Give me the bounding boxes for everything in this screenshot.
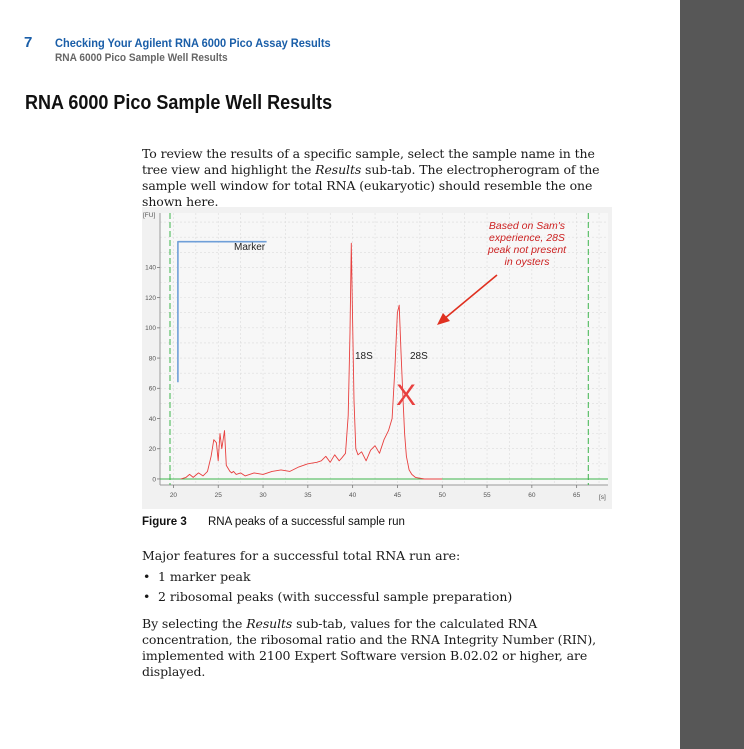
intro-text-1: To review the results of a specific samp… — [142, 146, 595, 177]
annotation-note-line-2: experience, 28S — [489, 232, 565, 244]
y-tick-label: 140 — [145, 265, 156, 272]
closing-results-word: Results — [246, 616, 293, 631]
bullet-dot: • — [143, 589, 151, 604]
x-tick-label: 55 — [483, 492, 491, 499]
page-title: RNA 6000 Pico Sample Well Results — [25, 92, 333, 114]
features-heading: Major features for a successful total RN… — [142, 548, 461, 563]
list-item: • 1 marker peak — [142, 569, 512, 589]
y-tick-label: 40 — [149, 416, 157, 423]
y-tick-label: 60 — [149, 386, 157, 393]
closing-text-1: By selecting the — [142, 616, 247, 631]
electropherogram-chart: 0 20 40 60 80 100 120 140 20 25 30 35 40 45 50 55 60 65 [… — [142, 207, 612, 509]
x-tick-label: 40 — [349, 492, 357, 499]
intro-results-word: Results — [315, 162, 362, 177]
figure-caption-text: RNA peaks of a successful sample run — [208, 516, 405, 528]
x-tick-label: 35 — [304, 492, 312, 499]
annotation-note-line-3: peak not present — [487, 244, 567, 256]
cross-mark: X — [396, 379, 416, 412]
features-list: • 1 marker peak • 2 ribosomal peaks (with … — [142, 569, 512, 609]
x-tick-label: 30 — [259, 492, 267, 499]
chapter-number: 7 — [24, 34, 33, 51]
peak-18s-label: 18S — [355, 351, 373, 362]
y-tick-label: 120 — [145, 295, 156, 302]
scrollbar-track[interactable] — [680, 0, 744, 749]
annotation-note-line-1: Based on Sam's — [489, 220, 566, 232]
electropherogram-svg: 0 20 40 60 80 100 120 140 20 25 30 35 40 45 50 55 60 65 [… — [143, 212, 608, 501]
list-item-text: 1 marker peak — [158, 569, 251, 584]
bullet-dot: • — [143, 569, 151, 584]
figure-label: Figure 3 — [142, 516, 187, 528]
y-tick-label: 0 — [152, 476, 156, 483]
y-tick-label: 80 — [149, 355, 157, 362]
peak-28s-label: 28S — [410, 351, 428, 362]
x-tick-label: 45 — [394, 492, 402, 499]
y-tick-label: 100 — [145, 325, 156, 332]
document-page: 7 Checking Your Agilent RNA 6000 Pico As… — [24, 34, 617, 680]
marker-label: Marker — [234, 242, 266, 253]
x-tick-label: 60 — [528, 492, 536, 499]
closing-paragraph: By selecting the Results sub-tab, values… — [142, 616, 617, 680]
annotation-arrow — [437, 274, 498, 325]
x-axis-unit-label: [s] — [599, 494, 606, 501]
list-item-text: 2 ribosomal peaks (with successful sampl… — [158, 589, 513, 604]
marker-series-line — [177, 240, 267, 383]
x-tick-label: 25 — [215, 492, 223, 499]
rna-trace-line — [180, 242, 443, 480]
x-tick-label: 50 — [439, 492, 447, 499]
list-item: • 2 ribosomal peaks (with successful samp… — [142, 589, 512, 609]
intro-paragraph: To review the results of a specific samp… — [142, 146, 612, 210]
x-tick-label: 65 — [573, 492, 581, 499]
figure-caption: Figure 3 RNA peaks of a successful sample… — [142, 516, 405, 528]
y-tick-label: 20 — [149, 446, 157, 453]
annotation-note-line-4: in oysters — [505, 256, 551, 268]
chapter-title: Checking Your Agilent RNA 6000 Pico Assa… — [55, 36, 331, 50]
intro-text-2: sub-tab. The electropherogram of the sam… — [142, 162, 600, 209]
section-breadcrumb: RNA 6000 Pico Sample Well Results — [55, 52, 228, 64]
closing-text-2: sub-tab, values for the calculated RNA c… — [142, 616, 597, 679]
y-axis-unit-label: [FU] — [143, 212, 155, 219]
x-tick-label: 20 — [170, 492, 178, 499]
